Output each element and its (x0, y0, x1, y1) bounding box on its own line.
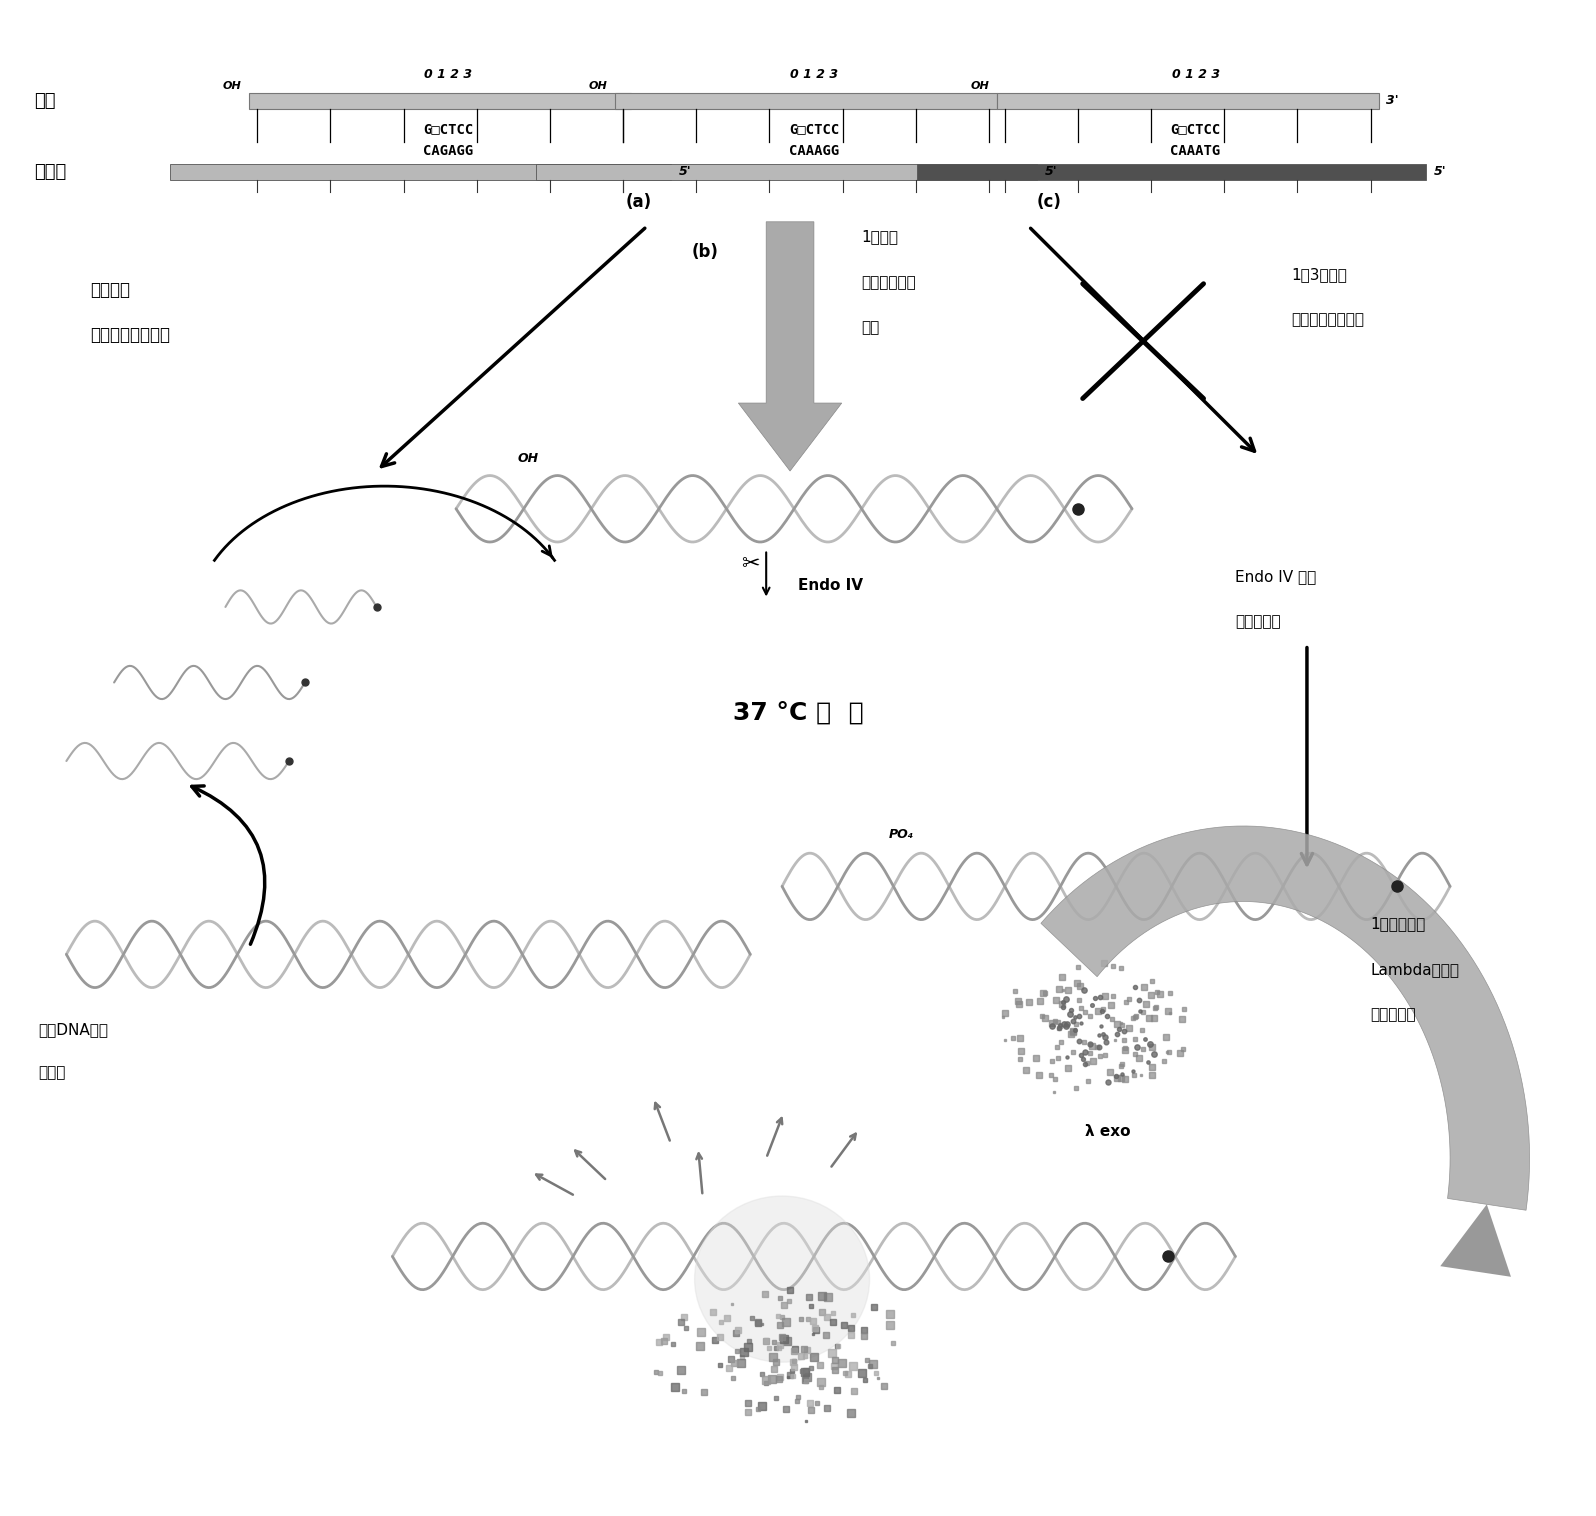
FancyArrow shape (739, 221, 841, 471)
Text: 1位错配加速: 1位错配加速 (1371, 917, 1425, 932)
Text: CAGAGG: CAGAGG (423, 144, 474, 158)
Text: OH: OH (517, 452, 538, 465)
Text: 0 1 2 3: 0 1 2 3 (1171, 68, 1219, 82)
Text: 脱碱基位点: 脱碱基位点 (1235, 614, 1282, 629)
Text: (a): (a) (626, 193, 653, 211)
Text: 的切割过程: 的切割过程 (1371, 1007, 1416, 1022)
Bar (614, 92, 998, 109)
Text: G□CTCC: G□CTCC (788, 123, 839, 136)
Text: 目标链: 目标链 (35, 162, 67, 180)
Text: G□CTCC: G□CTCC (423, 123, 474, 136)
Text: 5': 5' (1044, 165, 1057, 179)
Text: 0 1 2 3: 0 1 2 3 (790, 68, 838, 82)
Text: 1位错配: 1位错配 (862, 229, 899, 244)
Text: 探针: 探针 (35, 92, 56, 111)
Text: 1，3位错配: 1，3位错配 (1291, 267, 1347, 282)
Text: 匹配序列: 匹配序列 (91, 280, 131, 299)
Text: Lambda外切酶: Lambda外切酶 (1371, 963, 1460, 976)
Text: 5': 5' (1435, 165, 1448, 179)
Text: λ exo: λ exo (1085, 1123, 1132, 1139)
Text: 3': 3' (1387, 94, 1400, 108)
Text: 5': 5' (678, 165, 691, 179)
Bar (536, 164, 1036, 180)
Text: 目标DNA序列: 目标DNA序列 (38, 1022, 109, 1037)
Text: 3': 3' (1005, 94, 1017, 108)
Polygon shape (1041, 826, 1529, 1210)
Bar (918, 164, 1427, 180)
Text: OH: OH (970, 80, 990, 91)
Text: ✂: ✂ (741, 553, 760, 575)
Text: Endo IV 切割: Endo IV 切割 (1235, 568, 1317, 584)
Text: 加速信号放大: 加速信号放大 (862, 274, 916, 290)
Bar (249, 92, 630, 109)
Text: 被释放: 被释放 (38, 1064, 65, 1079)
Text: CAAAGG: CAAAGG (788, 144, 839, 158)
Circle shape (694, 1196, 870, 1363)
Text: 过程: 过程 (862, 320, 879, 335)
Text: PO₄: PO₄ (889, 828, 915, 841)
Text: Endo IV: Endo IV (798, 578, 863, 593)
Text: OH: OH (589, 80, 606, 91)
Text: 3': 3' (638, 94, 651, 108)
Text: 37 °C 循  环: 37 °C 循 环 (733, 700, 863, 725)
Text: G□CTCC: G□CTCC (1170, 123, 1221, 136)
Text: 正常信号放大速率: 正常信号放大速率 (91, 326, 171, 344)
Text: OH: OH (222, 80, 241, 91)
Bar (169, 164, 670, 180)
Text: 抑制信号放大过程: 抑制信号放大过程 (1291, 312, 1365, 327)
Text: CAAATG: CAAATG (1170, 144, 1221, 158)
Polygon shape (1440, 1204, 1511, 1276)
Bar (998, 92, 1379, 109)
Text: (c): (c) (1036, 193, 1061, 211)
Text: (b): (b) (691, 243, 718, 261)
Text: 0 1 2 3: 0 1 2 3 (425, 68, 472, 82)
